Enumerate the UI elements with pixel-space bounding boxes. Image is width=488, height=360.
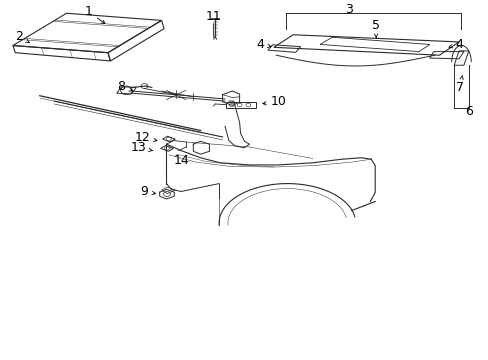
Text: 4: 4 — [448, 38, 462, 51]
Text: 8: 8 — [118, 80, 132, 93]
Text: 3: 3 — [345, 3, 352, 16]
Text: 10: 10 — [262, 95, 286, 108]
Text: 13: 13 — [131, 141, 152, 154]
Text: 7: 7 — [455, 76, 463, 94]
Text: 14: 14 — [173, 154, 188, 167]
Text: 4: 4 — [256, 38, 270, 51]
Text: 2: 2 — [15, 30, 29, 43]
Text: 6: 6 — [464, 105, 472, 118]
Text: 11: 11 — [205, 10, 221, 23]
Text: 1: 1 — [84, 5, 105, 24]
Text: 12: 12 — [134, 131, 157, 144]
Text: 9: 9 — [141, 185, 155, 198]
Text: 5: 5 — [371, 19, 379, 38]
